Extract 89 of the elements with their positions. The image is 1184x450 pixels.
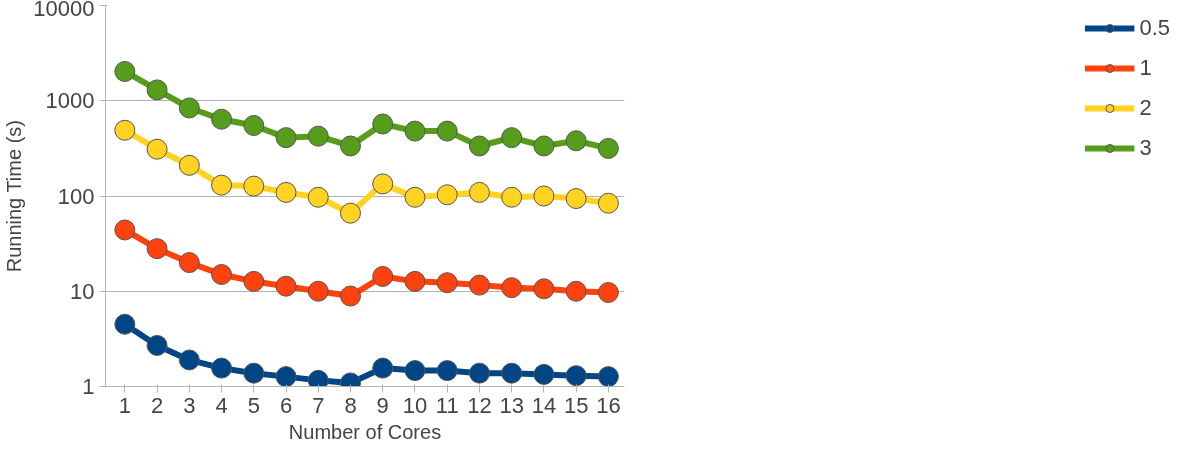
point	[565, 188, 587, 210]
point	[307, 186, 329, 208]
point	[178, 349, 200, 371]
point	[468, 362, 490, 384]
y-axis-title: Running Time (s)	[3, 120, 26, 273]
x-tick-label: 6	[279, 392, 293, 418]
point	[243, 115, 265, 136]
point	[533, 363, 555, 385]
point	[533, 278, 555, 300]
point	[533, 135, 555, 157]
point	[372, 357, 394, 379]
x-tick-label: 13	[499, 392, 524, 418]
point	[339, 202, 361, 224]
point	[468, 135, 490, 157]
x-tick-label: 2	[150, 392, 164, 418]
point	[565, 280, 587, 302]
x-tick-label: 1	[118, 392, 131, 418]
point	[178, 252, 200, 274]
point	[211, 174, 233, 196]
point	[146, 334, 168, 356]
point	[275, 366, 297, 387]
point	[372, 265, 394, 287]
point	[468, 181, 490, 203]
point	[339, 285, 361, 307]
point	[178, 154, 200, 176]
point	[114, 219, 136, 241]
point	[597, 282, 619, 303]
point	[501, 186, 523, 208]
x-tick-label: 10	[402, 392, 428, 418]
point	[339, 135, 361, 157]
point	[275, 275, 297, 297]
point	[501, 277, 523, 299]
legend-label: 1	[1139, 55, 1153, 81]
point	[243, 362, 265, 384]
point	[404, 360, 426, 382]
y-tick-label: 10000	[33, 0, 95, 21]
point	[436, 360, 458, 382]
point	[307, 280, 329, 302]
y-tick-label: 10	[70, 278, 95, 304]
point	[501, 127, 523, 149]
point	[565, 130, 587, 152]
point	[211, 108, 233, 130]
point	[501, 362, 523, 384]
point	[211, 264, 233, 285]
point	[307, 125, 329, 147]
point	[436, 184, 458, 206]
point	[146, 138, 168, 160]
x-tick-label: 11	[435, 392, 459, 418]
x-tick-label: 5	[247, 392, 260, 418]
point	[243, 175, 265, 197]
point	[146, 79, 168, 101]
y-tick-label: 1000	[45, 88, 95, 114]
point	[404, 186, 426, 208]
x-tick-label: 3	[183, 392, 196, 418]
point	[114, 60, 136, 82]
point	[146, 238, 168, 260]
x-tick-label: 16	[596, 392, 621, 418]
point	[114, 313, 136, 335]
point	[597, 192, 619, 214]
x-tick-label: 7	[312, 392, 325, 418]
point	[178, 97, 200, 119]
x-tick-label: 12	[467, 392, 492, 418]
point	[597, 366, 619, 387]
x-tick-label: 14	[531, 392, 557, 418]
legend-label: 0.5	[1139, 15, 1170, 41]
point	[565, 365, 587, 387]
legend-label: 2	[1139, 95, 1153, 121]
y-tick-label: 1	[82, 374, 95, 399]
point	[597, 137, 619, 159]
x-tick-label: 4	[215, 392, 228, 418]
point	[275, 181, 297, 203]
point	[436, 272, 458, 294]
point	[468, 274, 490, 296]
point	[275, 127, 297, 149]
x-axis-title: Number of Cores	[288, 420, 442, 443]
x-tick-label: 9	[376, 392, 389, 418]
y-tick-label: 100	[57, 183, 95, 209]
point	[243, 270, 265, 292]
point	[372, 173, 394, 195]
legend-label: 3	[1139, 135, 1153, 161]
x-tick-label: 8	[344, 392, 357, 418]
point	[211, 357, 233, 379]
point	[404, 270, 426, 292]
point	[372, 113, 394, 135]
point	[114, 119, 136, 141]
point	[404, 120, 426, 142]
x-tick-label: 15	[563, 392, 589, 418]
point	[436, 120, 458, 142]
point	[533, 185, 555, 207]
